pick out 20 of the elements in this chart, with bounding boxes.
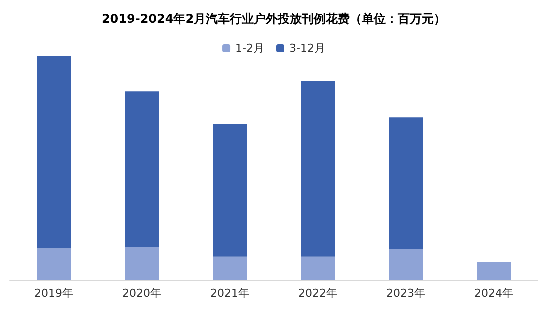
bar	[301, 81, 335, 257]
x-tick-label: 2024年	[474, 287, 514, 300]
bar	[477, 262, 511, 280]
bar	[301, 256, 335, 280]
bar	[37, 56, 71, 249]
bar	[37, 248, 71, 280]
x-tick-label: 2019年	[34, 287, 74, 300]
legend-label: 1-2月	[236, 42, 265, 55]
legend-label: 3-12月	[290, 42, 326, 55]
bar	[125, 92, 159, 248]
bar	[213, 256, 247, 280]
bar	[389, 118, 423, 250]
chart-title: 2019-2024年2月汽车行业户外投放刊例花费（单位：百万元）	[102, 12, 446, 26]
x-tick-label: 2020年	[122, 287, 162, 300]
x-tick-label: 2023年	[386, 287, 426, 300]
bar	[389, 250, 423, 280]
x-tick-label: 2021年	[210, 287, 250, 300]
x-tick-label: 2022年	[298, 287, 338, 300]
bar	[125, 248, 159, 280]
bar	[213, 124, 247, 257]
